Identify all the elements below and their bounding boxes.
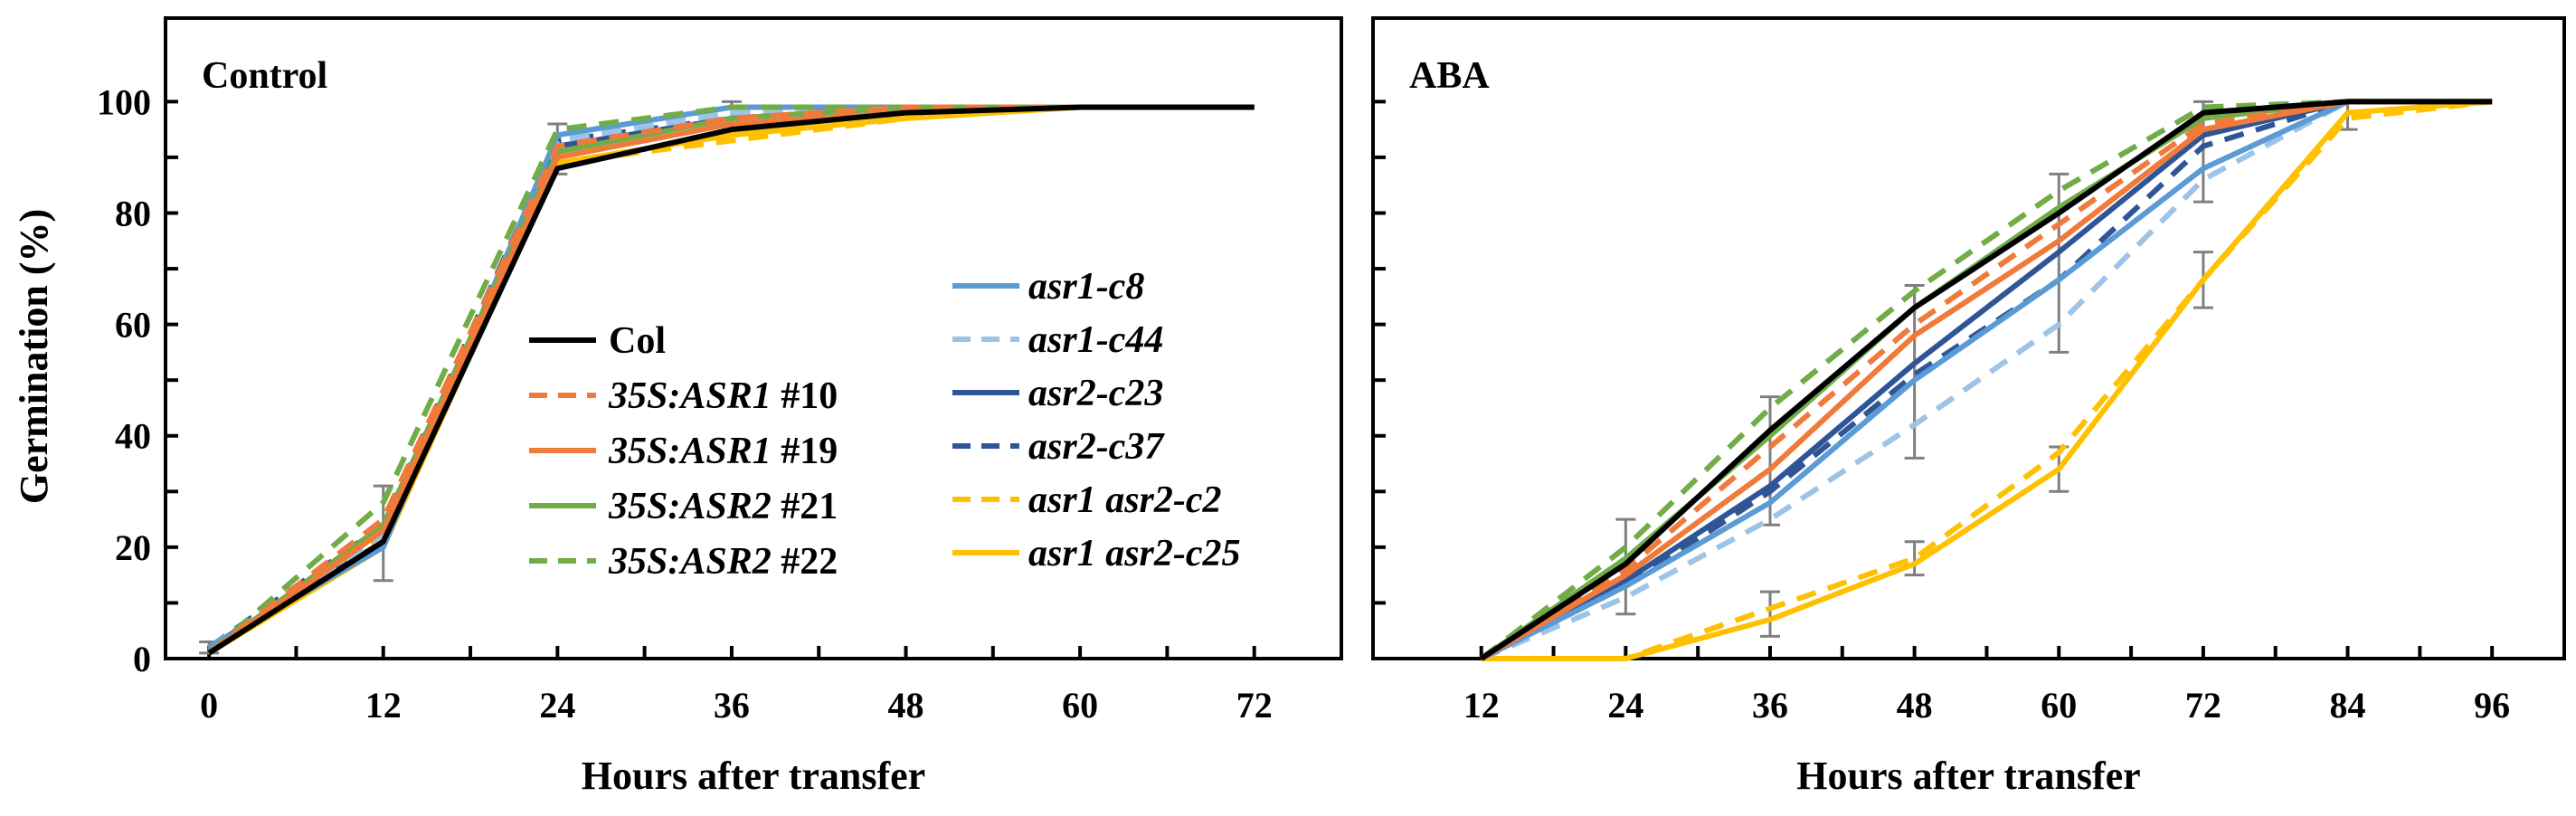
control-x-tick-label: 72 bbox=[1236, 685, 1273, 726]
control-series-col bbox=[207, 104, 1255, 656]
control-x-tick-label: 24 bbox=[539, 685, 575, 726]
legend-label: Col bbox=[609, 320, 666, 362]
legend-label: 35S:ASR2 #21 bbox=[608, 486, 838, 527]
legend-label: asr1-c44 bbox=[1028, 319, 1163, 361]
control-y-tick-label: 80 bbox=[115, 193, 151, 233]
control-x-tick-label: 12 bbox=[365, 685, 402, 726]
legend-label: 35S:ASR2 #22 bbox=[608, 541, 838, 583]
legend-label: asr1 asr2-c2 bbox=[1028, 479, 1222, 521]
legend-item-asr2-c23: asr2-c23 bbox=[952, 373, 1163, 414]
control-y-tick-label: 60 bbox=[115, 305, 151, 346]
legend-label: asr2-c37 bbox=[1028, 426, 1165, 468]
legend-label: asr1 asr2-c25 bbox=[1028, 533, 1241, 574]
aba-series-35s-asr2-22 bbox=[1479, 99, 2493, 661]
control-y-tick-label: 20 bbox=[115, 527, 151, 568]
control-x-tick-label: 48 bbox=[888, 685, 924, 726]
aba-x-tick-label: 48 bbox=[1897, 685, 1933, 726]
aba-error-bar bbox=[1760, 590, 1780, 638]
legend-item-asr1-asr2-c25: asr1 asr2-c25 bbox=[952, 533, 1241, 574]
control-x-tick-label: 36 bbox=[714, 685, 750, 726]
aba-plot-frame bbox=[1371, 16, 2566, 660]
legend-item-asr1-c44: asr1-c44 bbox=[952, 319, 1163, 361]
aba-series-asr1-asr2-c2 bbox=[1481, 99, 2493, 661]
legend-item-asr2-c37: asr2-c37 bbox=[952, 426, 1165, 468]
control-y-tick-label: 100 bbox=[97, 81, 151, 122]
aba-x-tick-label: 12 bbox=[1463, 685, 1500, 726]
aba-error-bar bbox=[1904, 540, 1925, 577]
aba-x-tick-label: 72 bbox=[2185, 685, 2221, 726]
aba-x-axis-title: Hours after transfer bbox=[1796, 754, 2140, 798]
legend-item-col: Col bbox=[529, 320, 666, 362]
control-x-tick-label: 0 bbox=[200, 685, 218, 726]
aba-x-tick-label: 60 bbox=[2041, 685, 2077, 726]
control-x-tick-label: 60 bbox=[1062, 685, 1098, 726]
control-y-axis-title: Germination (%) bbox=[12, 209, 56, 504]
legend-label: 35S:ASR1 #10 bbox=[608, 375, 838, 417]
control-series-35s-asr2-22 bbox=[207, 104, 1255, 656]
legend-item-35s-asr2-21: 35S:ASR2 #21 bbox=[529, 486, 838, 527]
aba-x-tick-label: 36 bbox=[1752, 685, 1788, 726]
control-x-axis-title: Hours after transfer bbox=[582, 754, 925, 798]
legend-label: 35S:ASR1 #19 bbox=[608, 431, 838, 472]
aba-series-col bbox=[1480, 99, 2493, 661]
legend-item-35s-asr1-19: 35S:ASR1 #19 bbox=[529, 431, 838, 472]
control-panel: Control 0 12 24 36 48 60 72 0 20 40 60 80 100 Hours af… bbox=[12, 16, 1343, 798]
aba-panel-title: ABA bbox=[1409, 55, 1490, 97]
aba-panel: ABA 12 24 36 48 60 72 84 96 Hours after transfer bbox=[1371, 16, 2566, 798]
legend-label: asr1-c8 bbox=[1028, 266, 1144, 308]
aba-x-tick-label: 24 bbox=[1607, 685, 1643, 726]
control-y-tick-label: 0 bbox=[133, 639, 151, 679]
legend-label: asr2-c23 bbox=[1028, 373, 1163, 414]
aba-x-tick-label: 84 bbox=[2330, 685, 2366, 726]
aba-x-tick-label: 96 bbox=[2474, 685, 2510, 726]
aba-series-asr1-c8 bbox=[1480, 99, 2493, 661]
control-y-tick-label: 40 bbox=[115, 416, 151, 457]
legend-item-35s-asr1-10: 35S:ASR1 #10 bbox=[529, 375, 838, 417]
legend-item-35s-asr2-22: 35S:ASR2 #22 bbox=[529, 541, 838, 583]
legend: Col 35S:ASR1 #10 35S:ASR1 #19 35S:ASR2 #21 3… bbox=[529, 266, 1241, 583]
control-panel-title: Control bbox=[202, 55, 327, 97]
legend-item-asr1-c8: asr1-c8 bbox=[952, 266, 1144, 308]
legend-item-asr1-asr2-c2: asr1 asr2-c2 bbox=[952, 479, 1222, 521]
